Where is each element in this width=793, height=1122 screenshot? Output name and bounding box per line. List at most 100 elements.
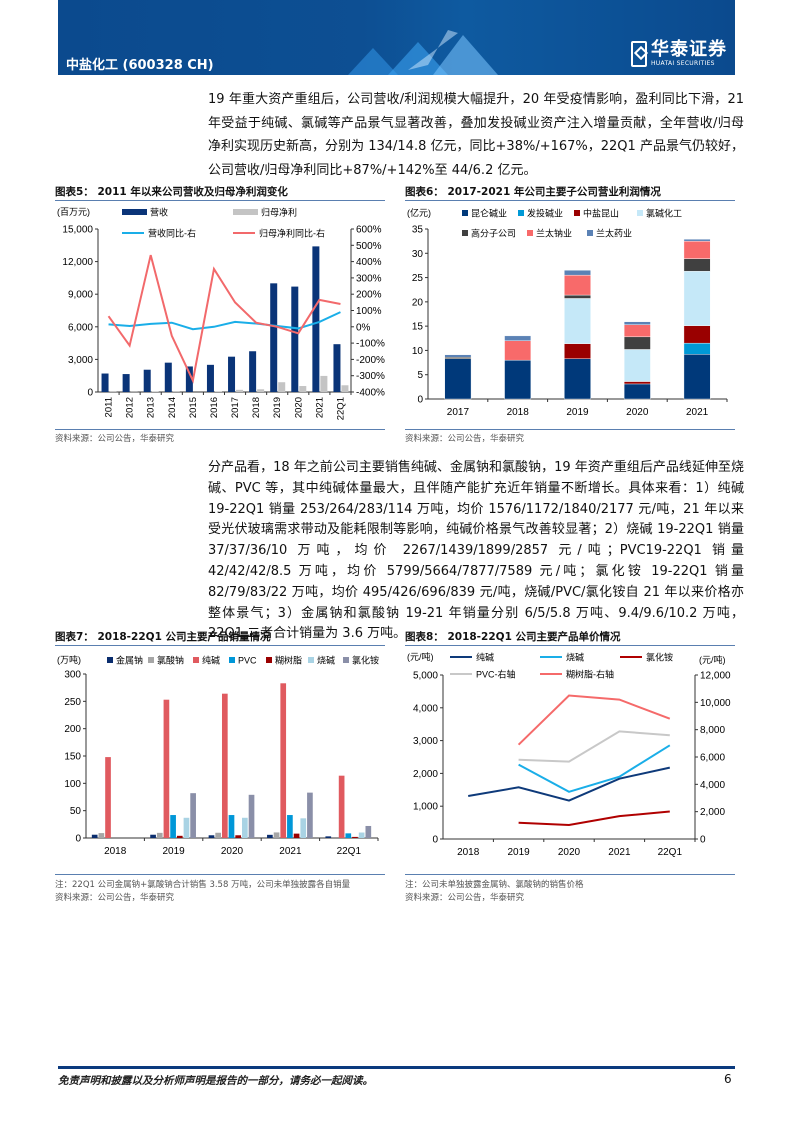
legend-label: 烧碱 [317, 655, 335, 666]
bar-segment [623, 383, 651, 400]
legend-label: 糊树脂-右轴 [566, 669, 614, 680]
series-line [107, 254, 341, 384]
bar [170, 815, 176, 838]
x-tick-label: 2020 [558, 847, 581, 858]
x-tick-label: 2013 [146, 397, 157, 418]
y-axis-unit: (万吨) [57, 654, 81, 665]
x-tick-label: 2011 [104, 397, 115, 417]
bar-segment [683, 354, 711, 400]
legend-swatch-icon [637, 210, 643, 216]
y-tick-label: 12,000 [62, 257, 93, 268]
bar-segment [504, 340, 532, 361]
x-tick-label: 2019 [566, 407, 589, 418]
bar [206, 364, 214, 392]
legend-label: PVC-右轴 [476, 669, 516, 680]
bar-segment [683, 239, 711, 242]
legend-label: 氯碱化工 [646, 208, 682, 219]
y2-tick-label: -200% [356, 355, 385, 366]
legend-label: 氯化铵 [646, 652, 673, 663]
chart-source: 资料来源：公司公告，华泰研究 [55, 434, 175, 444]
bar [228, 356, 236, 392]
y2-tick-label: 400% [356, 257, 382, 268]
chart-source: 资料来源：公司公告，华泰研究 [405, 893, 525, 903]
legend-label: 中盐昆山 [583, 208, 619, 219]
legend-swatch-icon [229, 657, 235, 663]
bar [300, 818, 307, 838]
bar [291, 286, 299, 392]
legend-label: 兰太钠业 [536, 228, 572, 239]
y-tick-label: 250 [64, 697, 81, 708]
footer-divider [58, 1066, 735, 1069]
bar-segment [564, 270, 591, 276]
x-tick-label: 2020 [221, 846, 244, 857]
x-tick-label: 2020 [293, 397, 304, 418]
bar-segment [623, 336, 651, 350]
bar [242, 817, 248, 838]
chart-svg: 0 3,000 6,000 9,000 12,000 15,000 -400% -300% -2… [57, 207, 385, 421]
legend-label: 发投碱业 [527, 208, 563, 219]
x-tick-label: 2021 [608, 847, 631, 858]
x-tick-label: 2019 [272, 397, 283, 418]
legend-swatch-icon [527, 230, 533, 236]
x-tick-label: 2021 [279, 846, 302, 857]
y-tick-label: 150 [64, 752, 81, 763]
bar [150, 834, 156, 838]
bar [320, 375, 328, 392]
legend-swatch-icon [462, 230, 468, 236]
x-tick-label: 2018 [457, 847, 480, 858]
bar-segment [683, 240, 711, 259]
bar [228, 815, 235, 838]
disclaimer: 免责声明和披露以及分析师声明是报告的一部分，请务必一起阅读。 [58, 1075, 373, 1087]
bar-segment [564, 343, 591, 359]
y-tick-label: 6,000 [68, 322, 93, 333]
x-tick-label: 22Q1 [658, 847, 683, 858]
legend-label: 营收 [150, 207, 168, 218]
bar [341, 385, 349, 392]
bar [236, 389, 244, 392]
legend-swatch-icon [107, 657, 113, 663]
series-line [518, 730, 670, 763]
x-tick-label: 2012 [125, 397, 136, 418]
huatai-logo: 华泰证券 HUATAI SECURITIES [631, 40, 727, 67]
chart-revenue-profit: 图表5： 2011 年以来公司营收及归母净利润变化 0 3,000 6,000 9,0… [55, 185, 385, 445]
y2-tick-label: 8,000 [700, 725, 725, 736]
y-tick-label: 2,000 [413, 769, 438, 780]
bar [345, 833, 352, 838]
bar [122, 374, 130, 392]
bar [101, 373, 109, 392]
y2-tick-label: -400% [356, 388, 385, 399]
x-tick-label: 2015 [188, 397, 199, 418]
y2-tick-label: -300% [356, 371, 385, 382]
bar-segment [564, 358, 591, 400]
y2-tick-label: 6,000 [700, 753, 725, 764]
legend-swatch-icon [193, 657, 199, 663]
bar-segment [504, 335, 532, 341]
bar [257, 389, 265, 392]
legend-label: 烧碱 [566, 652, 584, 663]
y-axis-unit: (元/吨) [407, 651, 434, 662]
y-tick-label: 4,000 [413, 703, 438, 714]
y-tick-label: 30 [412, 249, 424, 260]
legend-label: 归母净利同比-右 [259, 228, 325, 239]
y-tick-label: 0 [417, 395, 423, 406]
y2-tick-label: 200% [356, 290, 382, 301]
bar-segment [564, 298, 591, 344]
bar [91, 834, 98, 838]
bar [365, 825, 372, 838]
bar [273, 832, 280, 838]
y2-tick-label: 4,000 [700, 780, 725, 791]
x-tick-label: 2018 [507, 407, 530, 418]
chart-source: 资料来源：公司公告，华泰研究 [405, 434, 525, 444]
legend-swatch-icon [587, 230, 593, 236]
bar [249, 351, 257, 392]
chart-subsidiary-profit: 图表6： 2017-2021 年公司主要子公司营业利润情况 0 5 10 15 20 25… [405, 185, 735, 445]
bar [221, 693, 228, 838]
y-axis-unit: (百万元) [57, 207, 90, 217]
series-line [517, 694, 671, 746]
y2-tick-label: 2,000 [700, 807, 725, 818]
bar-segment [504, 359, 532, 400]
y2-tick-label: 0 [700, 835, 706, 846]
bar [163, 699, 170, 838]
bar [105, 757, 111, 838]
stock-ticker: 中盐化工 (600328 CH) [66, 58, 214, 73]
